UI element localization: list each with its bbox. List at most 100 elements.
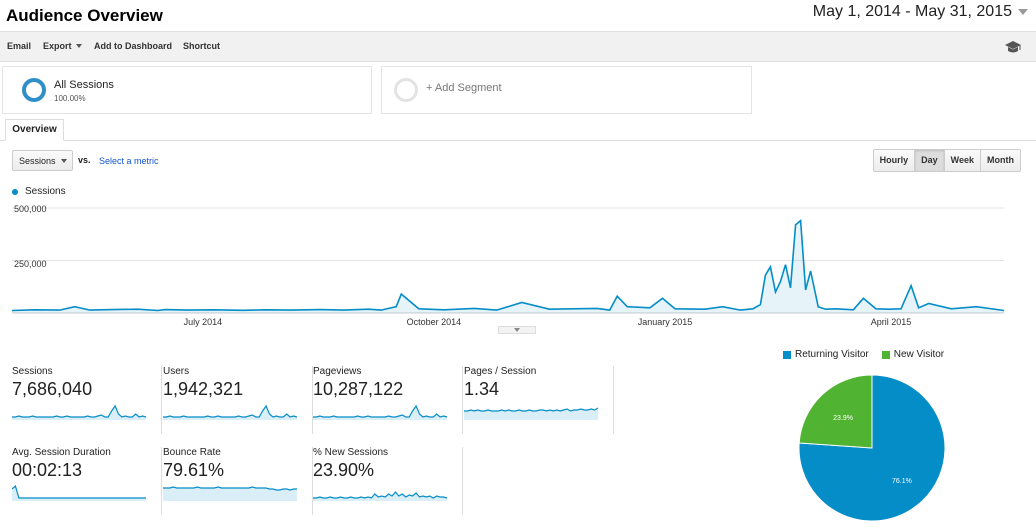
metric-sparkline bbox=[12, 404, 147, 420]
export-label: Export bbox=[43, 41, 72, 51]
metric-value: 1,942,321 bbox=[163, 379, 244, 399]
legend-swatch-icon bbox=[881, 350, 890, 359]
legend-new-visitor: New Visitor bbox=[881, 349, 945, 360]
x-tick-label: July 2014 bbox=[184, 317, 223, 327]
sparkline-area bbox=[313, 406, 447, 420]
empty-segment-ring-icon bbox=[394, 78, 418, 102]
metric-divider bbox=[312, 366, 313, 434]
metric-value: 00:02:13 bbox=[12, 460, 83, 480]
vs-label: vs. bbox=[78, 155, 91, 165]
x-tick-label: April 2015 bbox=[871, 317, 912, 327]
date-range-picker[interactable]: May 1, 2014 - May 31, 2015 bbox=[813, 3, 1028, 21]
email-label: Email bbox=[7, 41, 32, 51]
y-tick-label: 500,000 bbox=[14, 204, 47, 214]
metric-name: Pages / Session bbox=[464, 366, 537, 377]
segment-ring-icon bbox=[22, 78, 46, 102]
tab-overview[interactable]: Overview bbox=[5, 119, 64, 141]
segment-name: All Sessions bbox=[54, 79, 114, 91]
sparkline-line bbox=[12, 404, 147, 418]
metric-divider bbox=[462, 366, 463, 434]
page-title: Audience Overview bbox=[6, 6, 163, 25]
segment-all-sessions[interactable]: All Sessions 100.00% bbox=[2, 66, 372, 114]
date-range-label: May 1, 2014 - May 31, 2015 bbox=[812, 3, 1012, 20]
metric-divider bbox=[161, 447, 162, 515]
legend-new-label: New Visitor bbox=[893, 349, 945, 360]
metric-name: Bounce Rate bbox=[163, 447, 221, 458]
pie-slice bbox=[798, 374, 946, 522]
legend-returning-label: Returning Visitor bbox=[795, 349, 869, 360]
metric-sparkline bbox=[12, 485, 146, 501]
metric-value: 7,686,040 bbox=[12, 379, 93, 399]
sparkline-line bbox=[313, 491, 448, 499]
metric-name: Avg. Session Duration bbox=[12, 447, 111, 458]
sparkline-line bbox=[163, 404, 298, 418]
metric-name: Users bbox=[163, 366, 190, 377]
legend-series-label: Sessions bbox=[25, 186, 66, 197]
add-to-dashboard-button[interactable]: Add to Dashboard bbox=[94, 41, 172, 51]
pie-legend: Returning Visitor New Visitor bbox=[783, 349, 944, 360]
y-tick-label: 250,000 bbox=[14, 259, 47, 269]
pie-slice-label: 23.9% bbox=[833, 415, 853, 422]
metric-select-value: Sessions bbox=[19, 156, 56, 166]
granularity-day-button[interactable]: Day bbox=[915, 149, 945, 172]
metric-card[interactable]: Pages / Session 1.34 bbox=[464, 366, 614, 444]
sparkline-area bbox=[12, 486, 146, 501]
granularity-month-button[interactable]: Month bbox=[981, 149, 1021, 172]
shortcut-label: Shortcut bbox=[183, 41, 220, 51]
metric-divider bbox=[161, 366, 162, 434]
sparkline-area bbox=[163, 406, 297, 420]
visitor-pie-chart: 76.1% 23.9% bbox=[798, 374, 946, 522]
metric-card[interactable]: Avg. Session Duration 00:02:13 bbox=[12, 447, 162, 525]
metric-card[interactable]: Sessions 7,686,040 bbox=[12, 366, 162, 444]
chevron-down-icon bbox=[514, 328, 520, 332]
metric-select[interactable]: Sessions bbox=[12, 150, 73, 171]
legend-dot-icon bbox=[12, 188, 18, 195]
add-to-dashboard-label: Add to Dashboard bbox=[94, 41, 172, 51]
metric-sparkline bbox=[313, 404, 448, 420]
granularity-selector: Hourly Day Week Month bbox=[872, 149, 1021, 172]
sparkline-line bbox=[313, 404, 448, 418]
chevron-down-icon bbox=[1018, 9, 1028, 15]
x-tick-label: October 2014 bbox=[407, 317, 462, 327]
add-segment-label: + Add Segment bbox=[426, 82, 502, 94]
series-area bbox=[12, 220, 1004, 313]
metric-value: 79.61% bbox=[163, 460, 225, 480]
metric-divider bbox=[462, 447, 463, 515]
metric-value: 1.34 bbox=[464, 379, 500, 399]
email-button[interactable]: Email bbox=[7, 41, 31, 51]
metric-name: % New Sessions bbox=[313, 447, 389, 458]
x-tick-label: January 2015 bbox=[638, 317, 693, 327]
chevron-down-icon bbox=[75, 44, 82, 48]
sparkline-area bbox=[163, 487, 297, 501]
granularity-hourly-button[interactable]: Hourly bbox=[872, 149, 916, 172]
metric-divider bbox=[312, 447, 313, 515]
export-button[interactable]: Export bbox=[43, 41, 82, 51]
sparkline-line bbox=[464, 407, 599, 412]
metric-sparkline bbox=[313, 491, 448, 501]
legend-swatch-icon bbox=[783, 350, 791, 359]
metric-card[interactable]: Users 1,942,321 bbox=[163, 366, 313, 444]
metric-sparkline bbox=[163, 486, 297, 501]
granularity-week-button[interactable]: Week bbox=[944, 149, 981, 172]
sparkline-line bbox=[163, 486, 297, 491]
tab-divider bbox=[0, 140, 1036, 141]
metric-card[interactable]: % New Sessions 23.90% bbox=[313, 447, 463, 525]
metric-value: 10,287,122 bbox=[313, 379, 404, 399]
pie-slice-label: 76.1% bbox=[892, 478, 912, 485]
shortcut-button[interactable]: Shortcut bbox=[183, 41, 220, 51]
metric-card[interactable]: Pageviews 10,287,122 bbox=[313, 366, 463, 444]
add-segment-button[interactable]: + Add Segment bbox=[381, 66, 752, 114]
metric-name: Sessions bbox=[12, 366, 53, 377]
chart-collapse-handle[interactable] bbox=[498, 326, 536, 334]
metric-value: 23.90% bbox=[313, 460, 375, 480]
metric-card[interactable]: Bounce Rate 79.61% bbox=[163, 447, 313, 525]
metric-sparkline bbox=[464, 407, 599, 420]
metric-divider bbox=[613, 366, 614, 434]
pie-slice bbox=[798, 374, 873, 449]
metric-sparkline bbox=[163, 404, 298, 420]
metric-name: Pageviews bbox=[313, 366, 362, 377]
sessions-line-chart: 500,000 250,000 July 2014 October 2014 Janua… bbox=[11, 204, 1005, 327]
sparkline-area bbox=[12, 406, 146, 420]
graduation-cap-icon[interactable] bbox=[1004, 40, 1022, 54]
select-metric-link[interactable]: Select a metric bbox=[99, 156, 159, 166]
